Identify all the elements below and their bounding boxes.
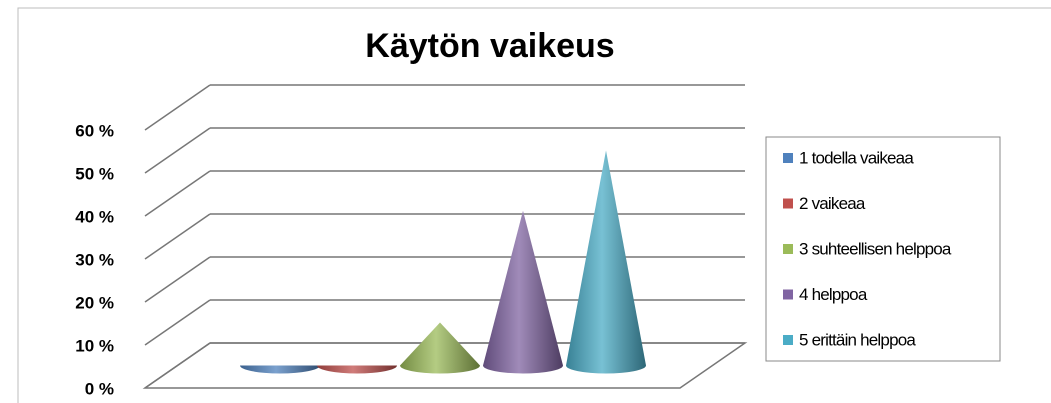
legend-swatch [783, 153, 793, 163]
legend-swatch [783, 335, 793, 345]
chart-title: Käytön vaikeus [365, 27, 614, 65]
y-tick-label: 50 % [75, 164, 114, 183]
legend-label: 3 suhteellisen helppoa [799, 239, 952, 258]
legend-label: 5 erittäin helppoa [799, 330, 916, 349]
y-tick-label: 30 % [75, 250, 114, 269]
grid-line [144, 213, 211, 260]
cone [400, 322, 480, 374]
grid-line [144, 342, 211, 389]
legend-swatch [783, 198, 793, 209]
grid-line [144, 299, 211, 346]
cone [317, 365, 397, 374]
legend-label: 1 todella vaikeaa [799, 148, 914, 167]
grid-line [144, 127, 211, 174]
grid-line [144, 84, 211, 131]
cone [483, 210, 563, 374]
legend-swatch [783, 289, 793, 300]
y-tick-label: 60 % [75, 121, 114, 140]
grid-line [144, 256, 211, 303]
cone [566, 150, 646, 374]
legend-label: 2 vaikeaa [799, 194, 866, 213]
y-tick-label: 40 % [75, 207, 114, 226]
y-tick-label: 20 % [75, 293, 114, 312]
grid-line [144, 170, 211, 217]
legend-label: 4 helppoa [799, 285, 868, 304]
cone [240, 365, 320, 374]
legend-swatch [783, 244, 793, 254]
y-tick-label: 0 % [85, 379, 114, 398]
legend-box [765, 136, 1001, 362]
y-tick-label: 10 % [75, 336, 114, 355]
